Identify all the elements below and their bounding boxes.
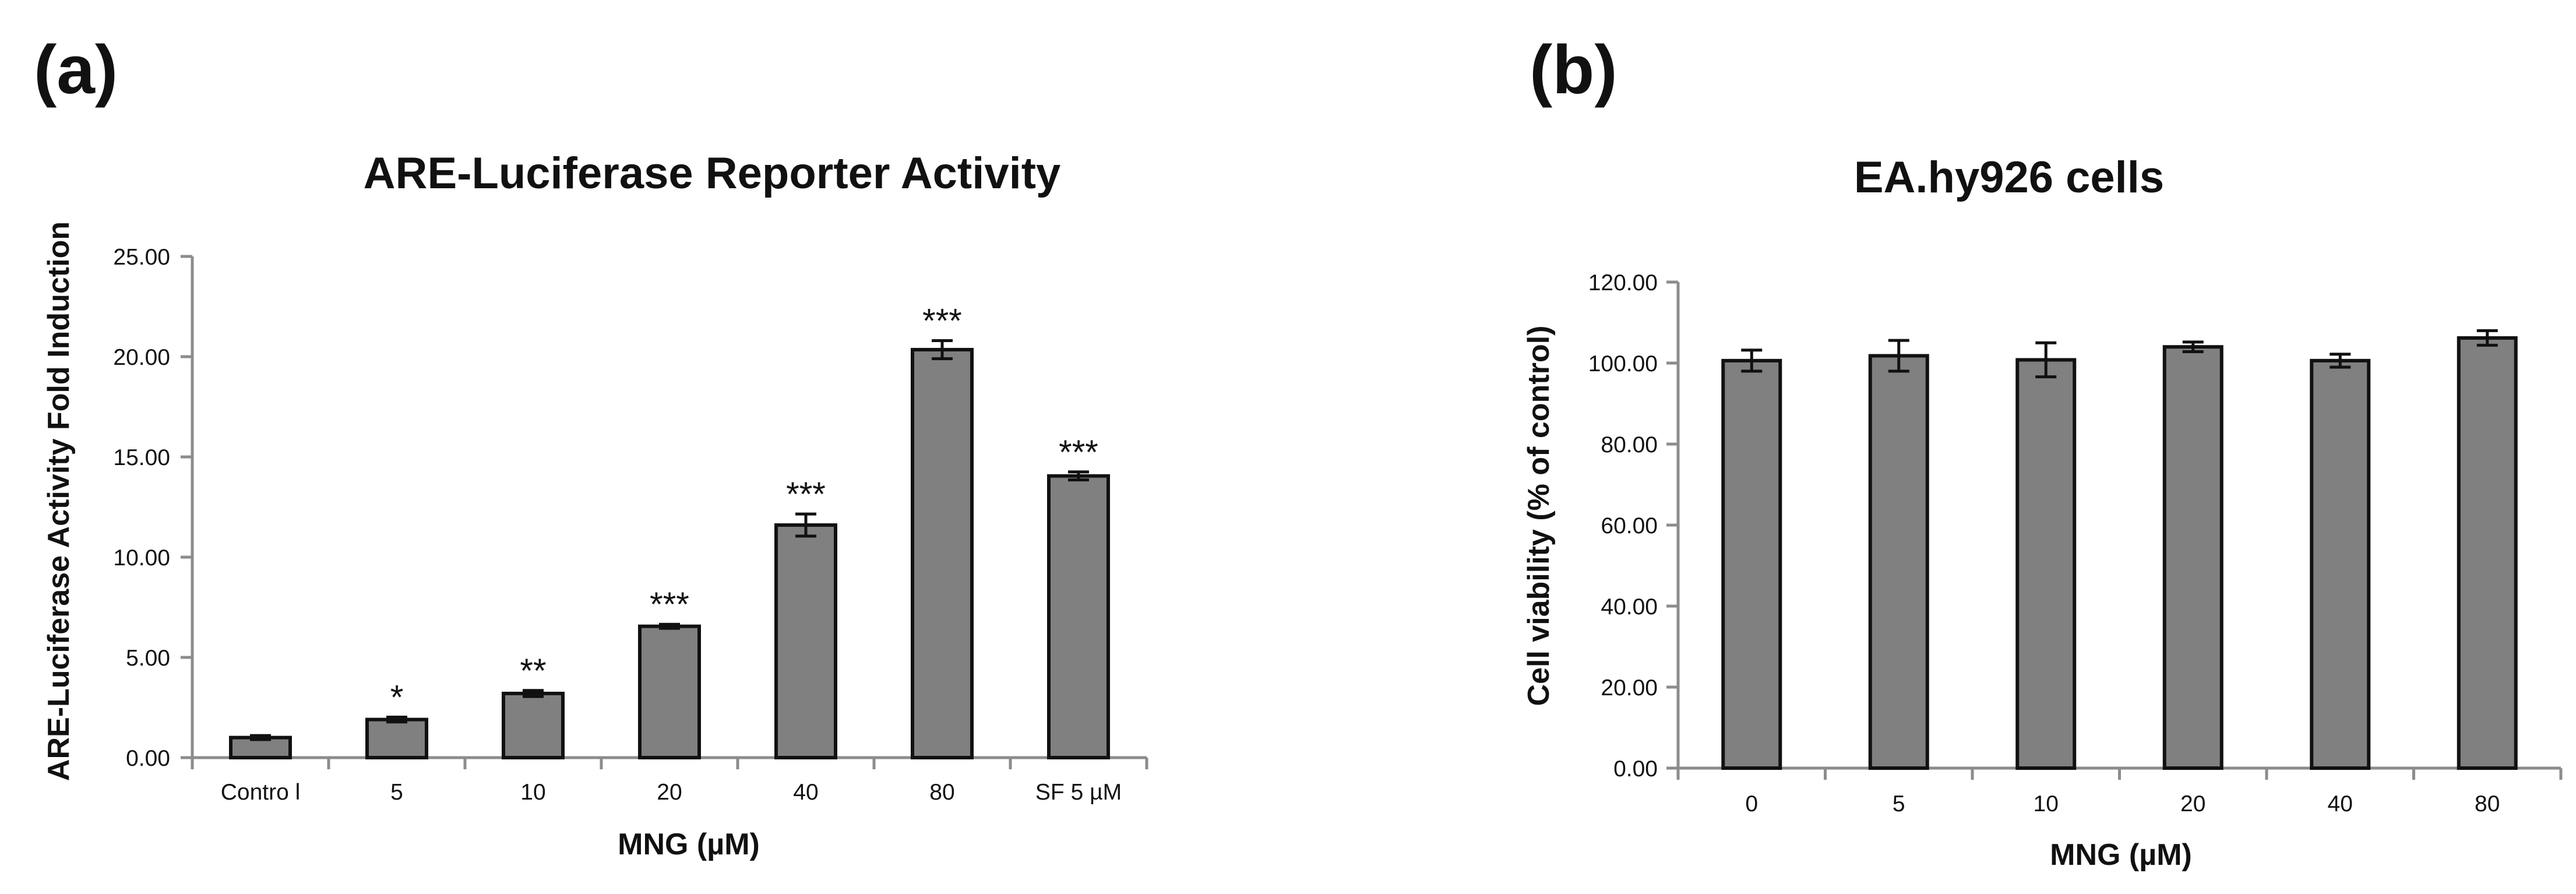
chart-b-x-tick-label: 80 [2475, 791, 2500, 816]
chart-a-y-tick-label: 15.00 [113, 445, 170, 470]
chart-a-xlabel: MNG (µM) [618, 828, 760, 861]
chart-b-y-tick-label: 20.00 [1601, 675, 1658, 701]
chart-b-y-tick-label: 0.00 [1613, 756, 1658, 782]
chart-a-y-tick-label: 20.00 [113, 345, 170, 370]
chart-b-bar [1868, 354, 1929, 770]
chart-a-ylabel: ARE-Luciferase Activity Fold Induction [42, 221, 76, 781]
chart-b-y-tick-label: 100.00 [1588, 351, 1658, 376]
chart-a-bar [911, 347, 974, 759]
chart-a-error-bar [1068, 470, 1089, 482]
chart-a-error-bar [250, 734, 271, 741]
chart-b-ylabel: Cell viability (% of control) [1522, 326, 1556, 706]
chart-a-title: ARE-Luciferase Reporter Activity [364, 149, 1061, 198]
chart-b-bar [2015, 358, 2077, 770]
panel-a-label: (a) [34, 31, 118, 108]
panel-b-label: (b) [1530, 31, 1618, 108]
chart-a-x-tick-label: 10 [520, 780, 545, 805]
chart-b-x-tick-label: 0 [1745, 791, 1758, 816]
chart-b-error-bar [2476, 329, 2498, 347]
chart-a-x-tick-label: Contro l [221, 780, 301, 805]
chart-a-x-tick-label: SF 5 µM [1035, 780, 1122, 805]
chart-a-significance-label: *** [922, 302, 962, 340]
chart-a-significance-label: *** [1059, 434, 1098, 471]
chart-a-error-bar [659, 622, 680, 630]
chart-a-x-tick-label: 5 [390, 780, 403, 805]
chart-b-y-tick-label: 40.00 [1601, 594, 1658, 620]
chart-a-x-tick-label: 80 [929, 780, 954, 805]
chart-b-y-tick-label: 80.00 [1601, 432, 1658, 457]
panel-b: (b) EA.hy926 cells MNG (µM) Cell viabili… [1522, 31, 2563, 872]
chart-a-bar [638, 624, 701, 760]
chart-b-error-bar [1741, 349, 1763, 373]
chart-a-bar [229, 735, 292, 759]
chart-b-bar [1721, 358, 1782, 770]
chart-a-significance-label: ** [520, 652, 546, 690]
chart-a-error-bar [932, 339, 953, 360]
chart-a-bar [1047, 474, 1110, 759]
chart-b-error-bar [2330, 353, 2351, 369]
chart-a-y-tick-label: 0.00 [126, 746, 170, 771]
chart-b-x-tick-label: 5 [1893, 791, 1905, 816]
chart-a-significance-label: * [390, 679, 404, 717]
chart-b-xlabel: MNG (µM) [2050, 838, 2192, 872]
chart-b-error-bar [2182, 340, 2204, 354]
chart-b-bar [2310, 358, 2371, 770]
chart-a-bar [774, 523, 837, 760]
chart-b-bar [2162, 345, 2223, 770]
chart-b-error-bar [1888, 339, 1909, 373]
chart-a-y-tick-label: 5.00 [126, 646, 170, 671]
chart-b-y-tick-label: 60.00 [1601, 513, 1658, 538]
chart-a-y-tick-label: 25.00 [113, 245, 170, 270]
chart-a-error-bar [795, 512, 816, 538]
chart-b-error-bar [2035, 341, 2057, 379]
chart-b-marks: 0.00 20.00 40.00 60.00 80.00 100.00 120.00 0 5 10… [1588, 270, 2563, 816]
chart-a-marks: 0.00 5.00 10.00 15.00 20.00 25.00 Contro l 5 * 10… [113, 245, 1148, 805]
chart-a-x-tick-label: 40 [793, 780, 818, 805]
chart-a-bar [502, 691, 565, 760]
chart-b-x-tick-label: 10 [2034, 791, 2059, 816]
chart-b-y-tick-label: 120.00 [1588, 270, 1658, 295]
chart-a-error-bar [523, 689, 544, 698]
chart-a-y-tick-label: 10.00 [113, 545, 170, 571]
chart-b-title: EA.hy926 cells [1854, 153, 2164, 202]
chart-a-x-tick-label: 20 [657, 780, 682, 805]
chart-a-significance-label: *** [650, 586, 689, 624]
chart-b-x-tick-label: 20 [2180, 791, 2205, 816]
chart-a-bar [365, 717, 428, 760]
chart-b-bar [2457, 336, 2518, 770]
chart-a-error-bar [386, 716, 407, 724]
chart-b-x-tick-label: 40 [2328, 791, 2353, 816]
panel-a: (a) ARE-Luciferase Reporter Activity MNG… [34, 31, 1148, 861]
chart-a-significance-label: *** [786, 476, 826, 513]
